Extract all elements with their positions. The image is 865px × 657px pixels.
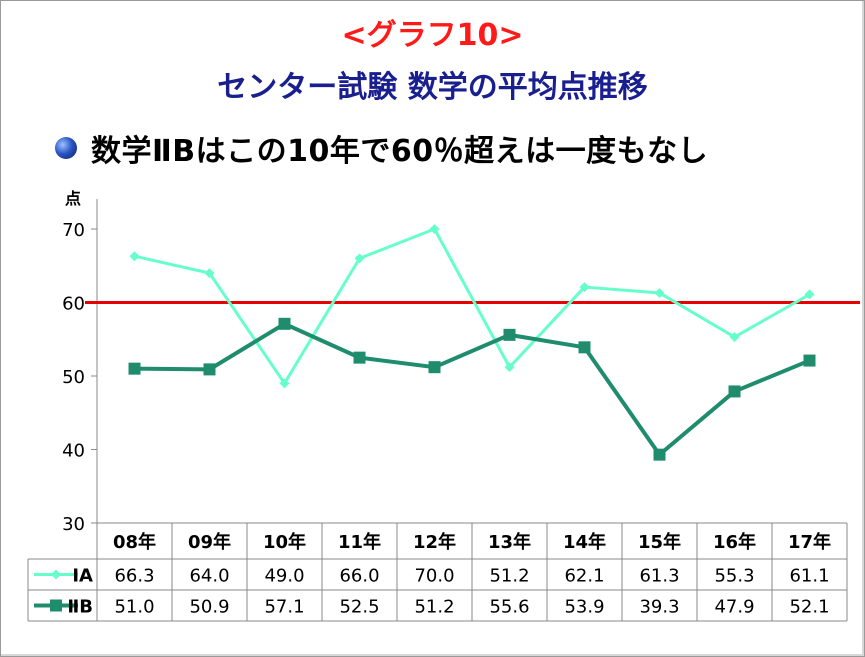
- data-point-ia: [429, 224, 440, 234]
- table-cell-iib: 53.9: [564, 597, 604, 618]
- data-point-ia: [279, 378, 290, 389]
- x-tick-label: 13年: [488, 531, 531, 553]
- data-point-iib: [128, 362, 141, 375]
- table-cell-iib: 57.1: [264, 597, 304, 618]
- table-cell-ia: 70.0: [414, 566, 454, 587]
- table-cell-iib: 51.0: [114, 597, 154, 618]
- table-cell-iib: 52.1: [789, 597, 829, 618]
- data-point-iib: [428, 361, 441, 374]
- data-point-ia: [729, 332, 740, 343]
- data-point-iib: [353, 351, 366, 364]
- table-cell-ia: 61.3: [639, 566, 679, 587]
- x-tick-label: 09年: [188, 531, 231, 553]
- table-cell-ia: 49.0: [264, 566, 304, 587]
- y-tick-label: 30: [62, 514, 85, 535]
- y-tick-label: 50: [62, 367, 85, 388]
- data-point-iib: [803, 354, 816, 367]
- data-point-ia: [504, 362, 515, 373]
- data-point-iib: [203, 363, 216, 376]
- data-point-iib: [278, 317, 291, 330]
- slide-subtitle: センター試験 数学の平均点推移: [217, 70, 648, 105]
- data-point-iib: [653, 448, 666, 461]
- table-cell-ia: 64.0: [189, 566, 229, 587]
- y-tick-label: 60: [62, 294, 85, 315]
- data-point-ia: [204, 268, 215, 279]
- series-line-ia: [134, 227, 811, 385]
- series-line-iib: [134, 321, 811, 457]
- table-cell-iib: 52.5: [339, 597, 379, 618]
- x-tick-label: 10年: [263, 531, 306, 553]
- data-point-ia: [579, 282, 590, 293]
- legend-series-name-iib: ⅡB: [67, 597, 93, 618]
- bullet-icon: [55, 137, 77, 159]
- table-cell-iib: 55.6: [489, 597, 529, 618]
- legend-series-name-ia: ⅠA: [72, 566, 93, 587]
- slide-title: <グラフ10>: [341, 18, 524, 53]
- data-point-iib: [578, 341, 591, 354]
- x-tick-label: 16年: [713, 531, 756, 553]
- table-cell-ia: 62.1: [564, 566, 604, 587]
- data-point-ia: [654, 287, 665, 298]
- data-point-ia: [804, 289, 815, 300]
- y-tick-label: 40: [62, 441, 85, 462]
- table-cell-iib: 39.3: [639, 597, 679, 618]
- table-cell-iib: 50.9: [189, 597, 229, 618]
- table-cell-iib: 51.2: [414, 597, 454, 618]
- data-point-ia: [354, 253, 365, 264]
- bullet-text: 数学ⅡBはこの10年で60％超えは一度もなし: [91, 134, 709, 169]
- x-tick-label: 15年: [638, 531, 681, 553]
- data-point-iib: [728, 385, 741, 398]
- x-tick-label: 12年: [413, 531, 456, 553]
- x-tick-label: 08年: [113, 531, 156, 553]
- data-point-ia: [129, 251, 140, 262]
- table-cell-ia: 51.2: [489, 566, 529, 587]
- data-point-iib: [503, 328, 516, 341]
- x-tick-label: 11年: [338, 531, 381, 553]
- y-axis-unit-label: 点: [65, 189, 81, 208]
- table-cell-iib: 47.9: [714, 597, 754, 618]
- bullet-row: 数学ⅡBはこの10年で60％超えは一度もなし: [55, 130, 708, 169]
- table-cell-ia: 55.3: [714, 566, 754, 587]
- x-tick-label: 14年: [563, 531, 606, 553]
- table-cell-ia: 61.1: [789, 566, 829, 587]
- table-cell-ia: 66.3: [114, 566, 154, 587]
- legend-key-marker-ia: [51, 569, 61, 580]
- legend-key-marker-iib: [50, 599, 62, 612]
- y-tick-label: 70: [62, 220, 85, 241]
- table-cell-ia: 66.0: [339, 566, 379, 587]
- x-tick-label: 17年: [788, 531, 831, 553]
